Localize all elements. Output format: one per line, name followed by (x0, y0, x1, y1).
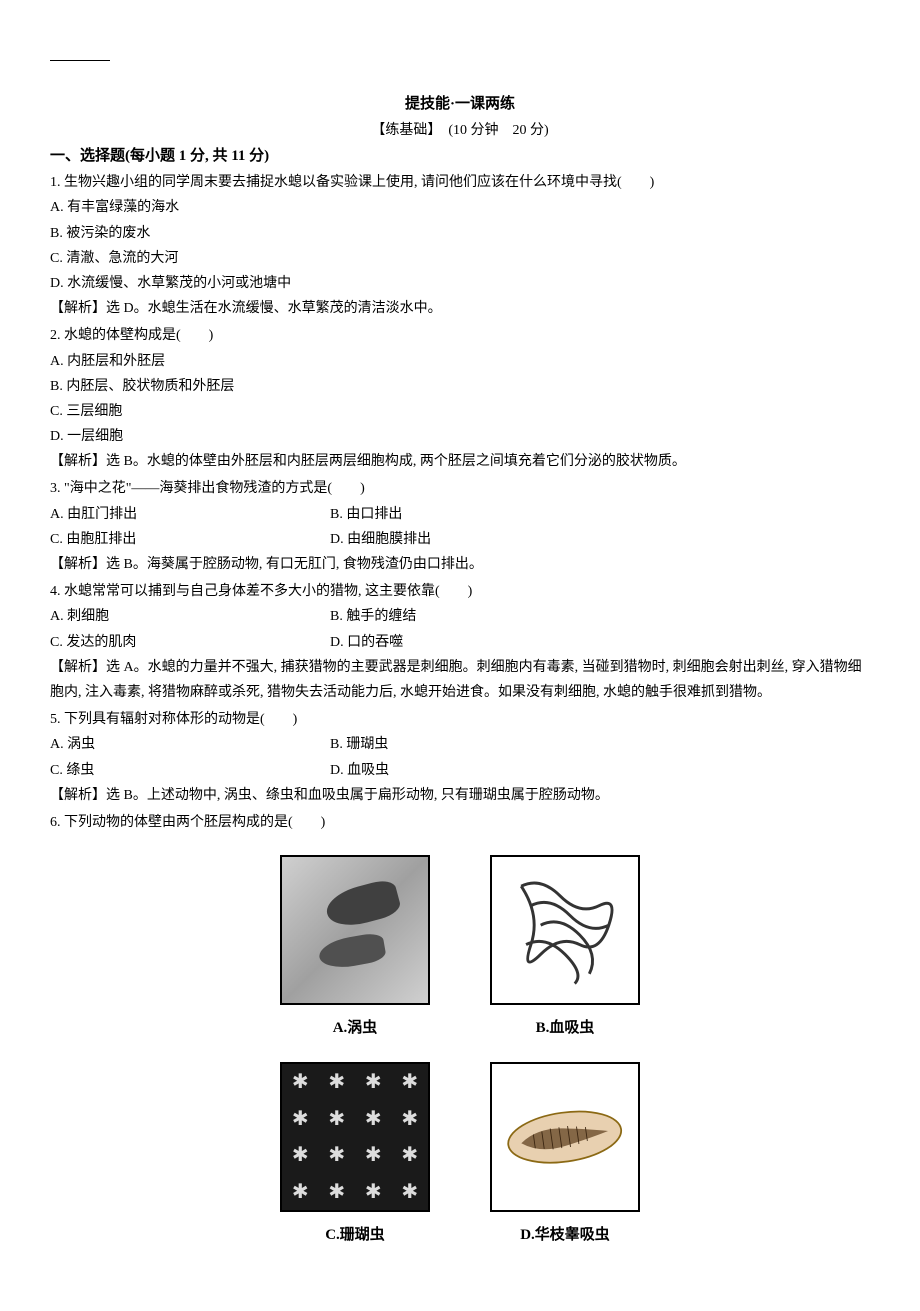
q3-option-b: B. 由口排出 (330, 502, 870, 527)
q4-option-c: C. 发达的肌肉 (50, 630, 330, 655)
q6-image-grid: A.涡虫 B.血吸虫 (50, 855, 870, 1249)
q5-options-row1: A. 涡虫 B. 珊瑚虫 (50, 732, 870, 757)
q2-option-c: C. 三层细胞 (50, 399, 870, 424)
blood-fluke-image (490, 855, 640, 1005)
q4-option-a: A. 刺细胞 (50, 604, 330, 629)
q1-analysis: 【解析】选 D。水螅生活在水流缓慢、水草繁茂的清洁淡水中。 (50, 296, 870, 321)
main-title: 提技能·一课两练 (50, 91, 870, 118)
q6-image-row-1: A.涡虫 B.血吸虫 (280, 855, 640, 1042)
q1-option-b: B. 被污染的废水 (50, 221, 870, 246)
question-1: 1. 生物兴趣小组的同学周末要去捕捉水螅以备实验课上使用, 请问他们应该在什么环… (50, 170, 870, 321)
q6-image-item-a: A.涡虫 (280, 855, 430, 1042)
question-6: 6. 下列动物的体壁由两个胚层构成的是( ) A.涡虫 (50, 810, 870, 1249)
q4-option-d: D. 口的吞噬 (330, 630, 870, 655)
q5-options-row2: C. 绦虫 D. 血吸虫 (50, 758, 870, 783)
q1-text: 1. 生物兴趣小组的同学周末要去捕捉水螅以备实验课上使用, 请问他们应该在什么环… (50, 170, 870, 195)
question-3: 3. "海中之花"——海葵排出食物残渣的方式是( ) A. 由肛门排出 B. 由… (50, 476, 870, 577)
q4-options-row2: C. 发达的肌肉 D. 口的吞噬 (50, 630, 870, 655)
question-4: 4. 水螅常常可以捕到与自己身体差不多大小的猎物, 这主要依靠( ) A. 刺细… (50, 579, 870, 705)
q3-text: 3. "海中之花"——海葵排出食物残渣的方式是( ) (50, 476, 870, 501)
q6-label-d: D.华枝睾吸虫 (520, 1222, 610, 1249)
q3-analysis: 【解析】选 B。海葵属于腔肠动物, 有口无肛门, 食物残渣仍由口排出。 (50, 552, 870, 577)
q3-options-row1: A. 由肛门排出 B. 由口排出 (50, 502, 870, 527)
q6-image-row-2: ✱✱✱✱ ✱✱✱✱ ✱✱✱✱ ✱✱✱✱ C.珊瑚虫 (280, 1062, 640, 1249)
q3-options-row2: C. 由胞肛排出 D. 由细胞膜排出 (50, 527, 870, 552)
q6-text: 6. 下列动物的体壁由两个胚层构成的是( ) (50, 810, 870, 835)
q1-option-c: C. 清澈、急流的大河 (50, 246, 870, 271)
q2-option-a: A. 内胚层和外胚层 (50, 349, 870, 374)
q6-label-a: A.涡虫 (333, 1015, 378, 1042)
q2-option-d: D. 一层细胞 (50, 424, 870, 449)
planarian-image (280, 855, 430, 1005)
q5-option-d: D. 血吸虫 (330, 758, 870, 783)
q2-text: 2. 水螅的体壁构成是( ) (50, 323, 870, 348)
q5-option-b: B. 珊瑚虫 (330, 732, 870, 757)
q6-image-item-c: ✱✱✱✱ ✱✱✱✱ ✱✱✱✱ ✱✱✱✱ C.珊瑚虫 (280, 1062, 430, 1249)
q6-label-c: C.珊瑚虫 (325, 1222, 385, 1249)
question-5: 5. 下列具有辐射对称体形的动物是( ) A. 涡虫 B. 珊瑚虫 C. 绦虫 … (50, 707, 870, 808)
top-border-line (50, 60, 110, 61)
q4-options-row1: A. 刺细胞 B. 触手的缠结 (50, 604, 870, 629)
q4-text: 4. 水螅常常可以捕到与自己身体差不多大小的猎物, 这主要依靠( ) (50, 579, 870, 604)
question-2: 2. 水螅的体壁构成是( ) A. 内胚层和外胚层 B. 内胚层、胶状物质和外胚… (50, 323, 870, 474)
q5-analysis: 【解析】选 B。上述动物中, 涡虫、绦虫和血吸虫属于扁形动物, 只有珊瑚虫属于腔… (50, 783, 870, 808)
q6-image-item-b: B.血吸虫 (490, 855, 640, 1042)
coral-image: ✱✱✱✱ ✱✱✱✱ ✱✱✱✱ ✱✱✱✱ (280, 1062, 430, 1212)
q1-option-a: A. 有丰富绿藻的海水 (50, 195, 870, 220)
q1-option-d: D. 水流缓慢、水草繁茂的小河或池塘中 (50, 271, 870, 296)
q2-option-b: B. 内胚层、胶状物质和外胚层 (50, 374, 870, 399)
q3-option-d: D. 由细胞膜排出 (330, 527, 870, 552)
q2-analysis: 【解析】选 B。水螅的体壁由外胚层和内胚层两层细胞构成, 两个胚层之间填充着它们… (50, 449, 870, 474)
section-1-header: 一、选择题(每小题 1 分, 共 11 分) (50, 143, 870, 170)
q6-image-item-d: D.华枝睾吸虫 (490, 1062, 640, 1249)
q3-option-c: C. 由胞肛排出 (50, 527, 330, 552)
q4-analysis: 【解析】选 A。水螅的力量并不强大, 捕获猎物的主要武器是刺细胞。刺细胞内有毒素… (50, 655, 870, 705)
liver-fluke-image (490, 1062, 640, 1212)
sub-title: 【练基础】 (10 分钟 20 分) (50, 118, 870, 143)
q5-option-a: A. 涡虫 (50, 732, 330, 757)
q5-text: 5. 下列具有辐射对称体形的动物是( ) (50, 707, 870, 732)
q6-label-b: B.血吸虫 (536, 1015, 595, 1042)
q3-option-a: A. 由肛门排出 (50, 502, 330, 527)
q5-option-c: C. 绦虫 (50, 758, 330, 783)
q4-option-b: B. 触手的缠结 (330, 604, 870, 629)
